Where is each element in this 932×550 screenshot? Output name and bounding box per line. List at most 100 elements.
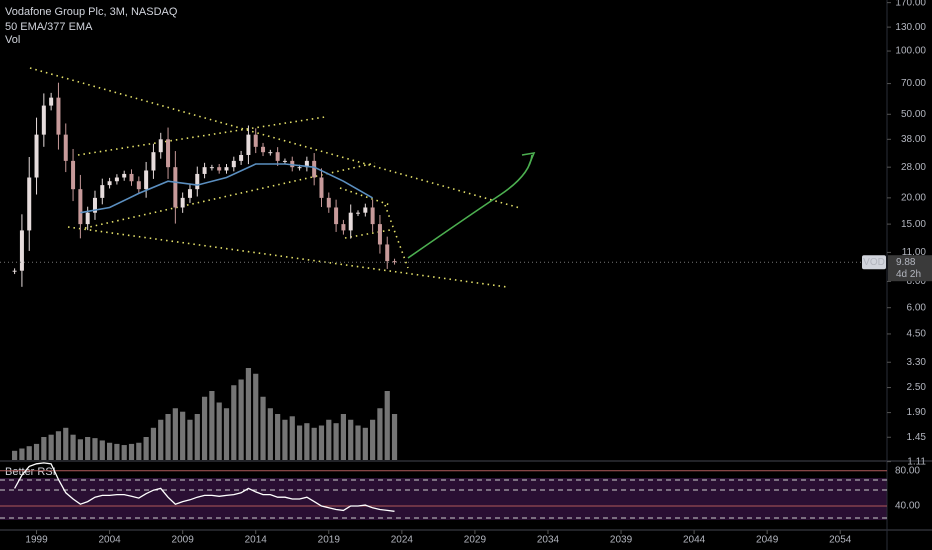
candle-body <box>385 244 390 262</box>
y-tick-label: 38.00 <box>901 134 926 145</box>
volume-bar <box>165 414 171 460</box>
volume-bar <box>85 437 91 460</box>
volume-bar <box>136 442 142 460</box>
indicator-label: 50 EMA/377 EMA <box>5 21 93 33</box>
volume-bar <box>70 434 76 460</box>
rsi-label: Better RSI <box>5 466 56 478</box>
volume-bar <box>355 425 361 460</box>
y-tick-label: 15.00 <box>901 219 926 230</box>
volume-bar <box>99 440 105 460</box>
candle-body <box>122 173 127 178</box>
price-tag-label: 9.88 <box>896 257 916 268</box>
x-tick-label: 2019 <box>318 535 341 546</box>
volume-bar <box>384 391 390 460</box>
candle-body <box>268 152 273 154</box>
candle-body <box>348 212 353 231</box>
candle-body <box>129 173 134 182</box>
candle-body <box>41 105 46 135</box>
candle-body <box>12 270 17 272</box>
candle-body <box>239 154 244 161</box>
volume-bar <box>304 423 310 460</box>
x-tick-label: 2044 <box>683 535 706 546</box>
candle-body <box>71 160 76 190</box>
y-tick-label: 50.00 <box>901 109 926 120</box>
volume-bar <box>201 396 208 460</box>
volume-bar <box>26 446 32 460</box>
x-tick-label: 2004 <box>98 535 121 546</box>
volume-bar <box>121 445 127 460</box>
volume-bar <box>231 385 237 460</box>
y-tick-label: 20.00 <box>901 193 926 204</box>
volume-bar <box>77 439 83 460</box>
projection-arrow-head <box>521 151 536 166</box>
candle-body <box>195 173 200 190</box>
volume-bar <box>33 443 40 460</box>
y-tick-label: 100.00 <box>895 46 926 57</box>
symbol-tag <box>862 255 886 270</box>
volume-bar <box>318 425 325 460</box>
volume-bar <box>289 416 295 460</box>
x-tick-label: 2039 <box>610 535 633 546</box>
volume-bar <box>158 419 164 460</box>
volume-bar <box>311 427 317 460</box>
volume-bar <box>223 408 230 460</box>
volume-bar <box>377 408 383 460</box>
chart-title: Vodafone Group Plc, 3M, NASDAQ <box>5 6 178 18</box>
volume-bar <box>92 438 98 460</box>
volume-bar <box>41 437 47 460</box>
y-tick-label: 1.90 <box>907 407 927 418</box>
volume-bar <box>253 373 259 460</box>
candle-body <box>297 167 302 169</box>
volume-bar <box>326 419 332 460</box>
rsi-band <box>0 478 887 520</box>
candle-body <box>341 224 346 231</box>
volume-bar <box>282 419 288 460</box>
candle-body <box>209 167 214 169</box>
ema-line <box>80 163 373 214</box>
volume-bar <box>114 443 120 460</box>
candle-body <box>304 160 309 168</box>
candle-body <box>231 160 236 168</box>
candle-body <box>246 134 251 155</box>
countdown-label: 4d 2h <box>896 269 921 280</box>
candle-body <box>224 167 229 171</box>
candle-body <box>370 207 375 225</box>
volume-bar <box>128 443 135 460</box>
candle-body <box>144 170 149 190</box>
symbol-tag-label: VOD <box>863 257 885 268</box>
candle-body <box>85 212 90 225</box>
x-tick-label: 1999 <box>25 535 48 546</box>
volume-bar <box>348 419 354 460</box>
candle-body <box>377 224 382 245</box>
candle-body <box>253 134 258 147</box>
y-tick-label: 70.00 <box>901 78 926 89</box>
candle-body <box>217 167 222 171</box>
candle-body <box>19 230 24 271</box>
volume-bar <box>180 411 186 460</box>
rsi-line <box>14 462 395 512</box>
candle-body <box>49 97 54 106</box>
candle-body <box>100 185 105 198</box>
y-tick-label: 1.45 <box>907 432 927 443</box>
candle-body <box>78 189 83 225</box>
candle-body <box>282 160 287 162</box>
volume-bar <box>245 368 252 460</box>
volume-bar <box>275 414 281 460</box>
candle-body <box>92 197 97 213</box>
candle-body <box>56 97 61 135</box>
volume-bar <box>362 427 368 460</box>
y-tick-label: 4.50 <box>907 329 927 340</box>
volume-bar <box>340 414 347 460</box>
y-tick-label: 3.30 <box>907 357 927 368</box>
volume-bar <box>194 414 200 460</box>
volume-bar <box>48 434 54 460</box>
x-tick-label: 2024 <box>391 535 414 546</box>
candle-body <box>173 167 178 208</box>
volume-bar <box>333 423 339 460</box>
candle-body <box>326 197 331 208</box>
volume-bar <box>260 396 266 460</box>
projection-arrow <box>407 154 533 259</box>
candle-body <box>107 181 112 186</box>
